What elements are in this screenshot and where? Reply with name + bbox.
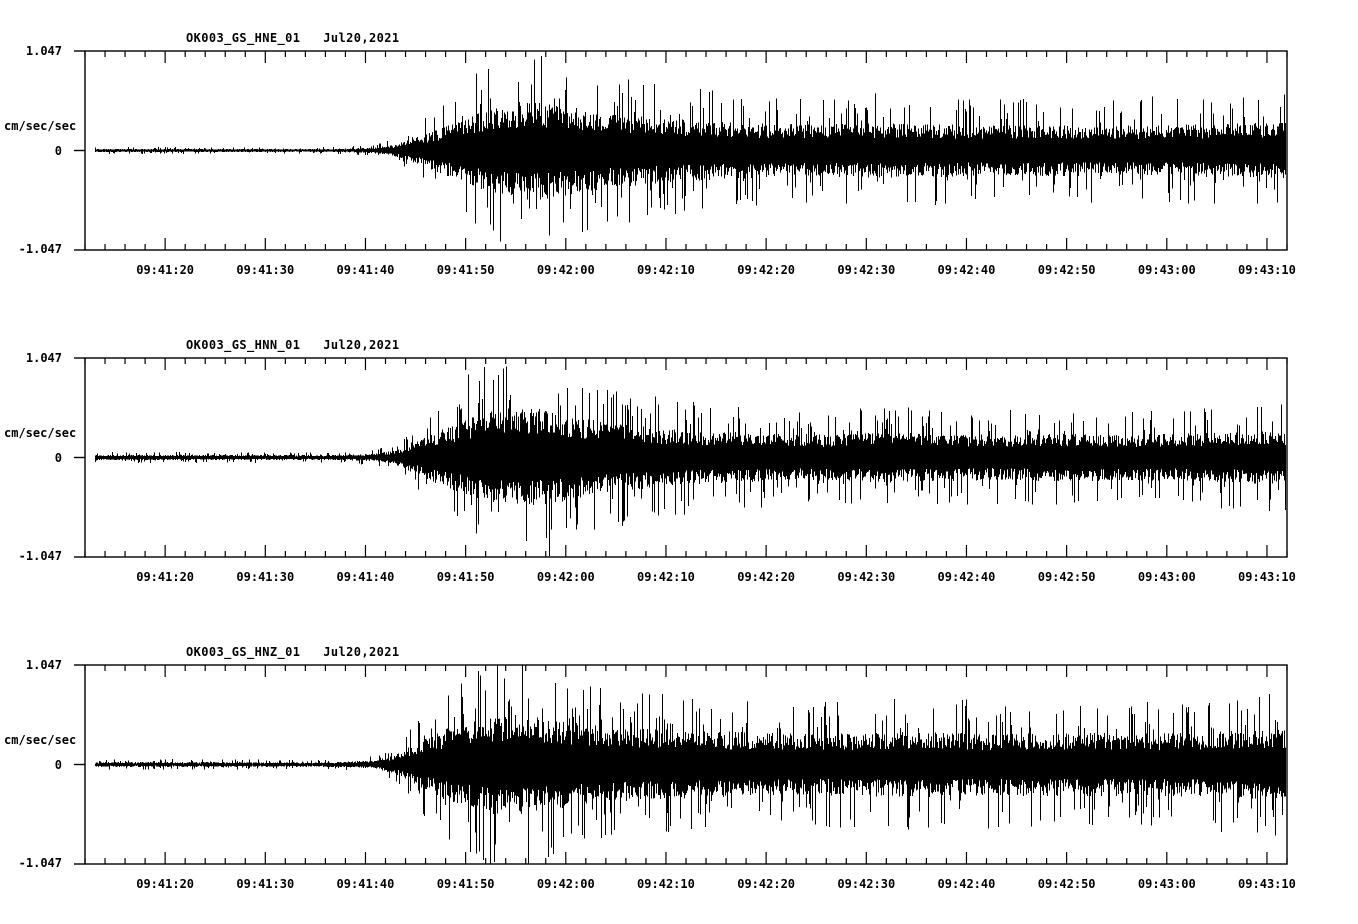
waveform-plot-hnn: [74, 357, 1288, 558]
waveform-plot-hnz: [74, 664, 1288, 865]
x-axis-tick-label: 09:43:10: [1238, 877, 1296, 891]
y-axis-unit-label-hne: cm/sec/sec: [4, 119, 77, 133]
x-axis-tick-label: 09:41:30: [236, 263, 295, 277]
y-axis-min-label-hnn: -1.047: [18, 549, 62, 563]
panel-title-hnz: OK003_GS_HNZ_01 Jul20,2021: [186, 645, 400, 659]
x-axis-tick-label: 09:42:20: [737, 877, 796, 891]
x-axis-tick-label: 09:42:50: [1037, 877, 1096, 891]
x-axis-tick-label: 09:42:00: [536, 877, 595, 891]
seismogram-panel-hnz: OK003_GS_HNZ_01 Jul20,2021 1.047 cm/sec/…: [0, 614, 1358, 914]
waveform-trace: [95, 665, 1286, 864]
x-axis-tick-label: 09:42:50: [1037, 570, 1096, 584]
x-axis-tick-label: 09:42:50: [1037, 263, 1096, 277]
panel-title-hnn: OK003_GS_HNN_01 Jul20,2021: [186, 338, 400, 352]
seismogram-panel-hnn: OK003_GS_HNN_01 Jul20,2021 1.047 cm/sec/…: [0, 307, 1358, 607]
x-axis-tick-label: 09:41:30: [236, 877, 295, 891]
x-axis-tick-label: 09:42:10: [637, 877, 695, 891]
x-axis-tick-label: 09:41:50: [436, 263, 495, 277]
x-axis-tick-label: 09:41:40: [336, 570, 395, 584]
x-axis-tick-label: 09:42:40: [937, 570, 996, 584]
y-axis-max-label-hne: 1.047: [25, 44, 62, 58]
x-axis-tick-label: 09:42:10: [637, 263, 695, 277]
x-axis-tick-label: 09:42:40: [937, 877, 996, 891]
y-axis-min-label-hnz: -1.047: [18, 856, 62, 870]
y-axis-zero-label-hnn: 0: [54, 451, 62, 465]
x-axis-tick-label: 09:43:10: [1238, 570, 1296, 584]
y-axis-max-label-hnz: 1.047: [25, 658, 62, 672]
y-axis-unit-label-hnz: cm/sec/sec: [4, 733, 77, 747]
x-axis-tick-label: 09:42:20: [737, 263, 796, 277]
x-axis-tick-label: 09:42:30: [837, 570, 896, 584]
x-axis-tick-label: 09:41:20: [136, 877, 195, 891]
seismogram-panel-hne: OK003_GS_HNE_01 Jul20,2021 1.047 cm/sec/…: [0, 0, 1358, 300]
x-axis-tick-label: 09:42:00: [536, 263, 595, 277]
x-axis-tick-label: 09:42:40: [937, 263, 996, 277]
x-axis-tick-label: 09:42:30: [837, 263, 896, 277]
waveform-trace: [95, 56, 1286, 242]
x-axis-tick-label: 09:41:20: [136, 263, 195, 277]
x-axis-tick-label: 09:42:20: [737, 570, 796, 584]
x-axis-tick-label: 09:41:30: [236, 570, 295, 584]
x-axis-tick-label: 09:42:00: [536, 570, 595, 584]
y-axis-zero-label-hne: 0: [54, 144, 62, 158]
waveform-plot-hne: [74, 50, 1288, 251]
x-axis-tick-label: 09:41:40: [336, 263, 395, 277]
x-axis-tick-label: 09:43:10: [1238, 263, 1296, 277]
x-axis-tick-label: 09:41:50: [436, 877, 495, 891]
waveform-trace: [95, 366, 1286, 557]
x-axis-tick-label: 09:43:00: [1137, 877, 1196, 891]
panel-title-hne: OK003_GS_HNE_01 Jul20,2021: [186, 31, 400, 45]
x-axis-tick-label: 09:43:00: [1137, 263, 1196, 277]
x-axis-tick-label: 09:42:30: [837, 877, 896, 891]
y-axis-zero-label-hnz: 0: [54, 758, 62, 772]
x-axis-tick-label: 09:41:50: [436, 570, 495, 584]
y-axis-min-label-hne: -1.047: [18, 242, 62, 256]
x-axis-tick-label: 09:43:00: [1137, 570, 1196, 584]
x-axis-tick-label: 09:42:10: [637, 570, 695, 584]
y-axis-max-label-hnn: 1.047: [25, 351, 62, 365]
x-axis-tick-label: 09:41:20: [136, 570, 195, 584]
y-axis-unit-label-hnn: cm/sec/sec: [4, 426, 77, 440]
x-axis-tick-label: 09:41:40: [336, 877, 395, 891]
